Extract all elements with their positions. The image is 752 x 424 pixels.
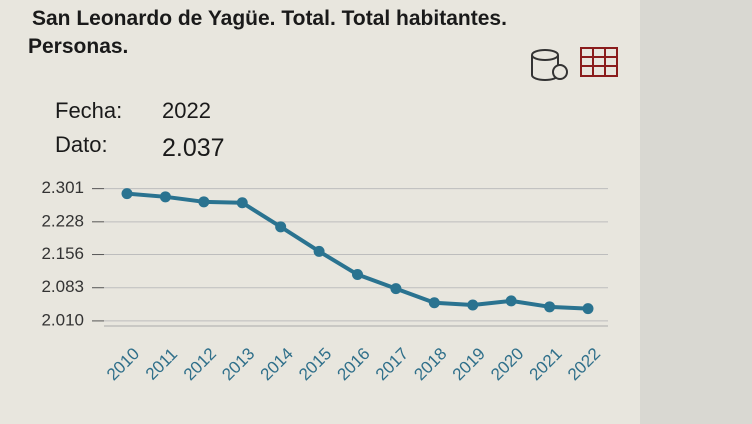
y-tick-label: 2.083 <box>41 277 84 296</box>
point <box>313 245 325 257</box>
date-value: 2022 <box>162 98 211 123</box>
y-tick-label: 2.156 <box>41 244 84 263</box>
point <box>275 221 287 233</box>
point <box>428 297 440 309</box>
point <box>352 269 363 281</box>
chart-title: Personas. <box>28 35 128 58</box>
point <box>544 301 556 313</box>
table-icon[interactable] <box>580 47 618 77</box>
y-tick-label: 2.301 <box>41 178 84 197</box>
point <box>467 299 479 311</box>
point <box>505 295 517 307</box>
chart-title: San Leonardo de Yagüe. Total. Total habi… <box>32 7 507 30</box>
y-tick-label: 2.228 <box>41 211 84 230</box>
point <box>236 197 248 209</box>
database-icon[interactable] <box>531 49 568 81</box>
side-panel <box>640 0 752 424</box>
point <box>121 188 133 200</box>
value-value: 2.037 <box>162 134 225 162</box>
value-label: Dato: <box>55 132 108 157</box>
date-label: Fecha: <box>55 98 122 123</box>
point <box>582 303 594 315</box>
point <box>390 283 402 295</box>
point <box>159 191 171 203</box>
y-tick-label: 2.010 <box>41 310 84 329</box>
point <box>198 196 210 208</box>
